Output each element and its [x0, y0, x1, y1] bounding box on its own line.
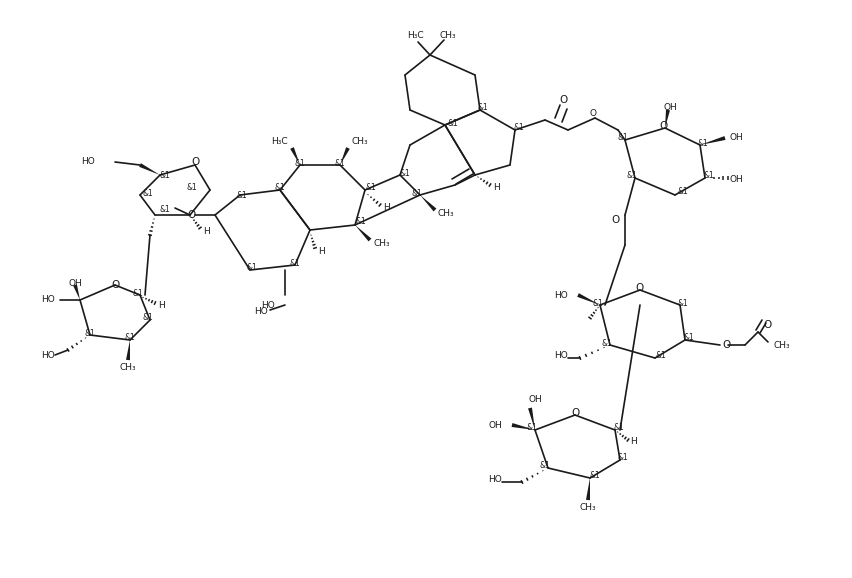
Text: HO: HO	[254, 307, 268, 317]
Text: &1: &1	[618, 454, 629, 462]
Polygon shape	[420, 195, 436, 212]
Text: &1: &1	[142, 188, 153, 198]
Polygon shape	[700, 136, 726, 145]
Text: &1: &1	[678, 298, 688, 307]
Polygon shape	[511, 423, 535, 430]
Text: CH₃: CH₃	[352, 138, 369, 146]
Text: &1: &1	[513, 124, 524, 132]
Text: HO: HO	[41, 350, 55, 360]
Text: OH: OH	[730, 176, 744, 184]
Text: &1: &1	[617, 134, 628, 143]
Text: &1: &1	[477, 103, 487, 113]
Text: &1: &1	[592, 298, 603, 307]
Text: &1: &1	[84, 328, 95, 338]
Text: &1: &1	[295, 158, 305, 168]
Text: &1: &1	[365, 183, 376, 192]
Text: &1: &1	[290, 258, 301, 268]
Text: HO: HO	[81, 157, 95, 166]
Text: &1: &1	[527, 424, 537, 432]
Text: &1: &1	[703, 172, 714, 180]
Text: &1: &1	[124, 334, 135, 343]
Text: H: H	[383, 202, 389, 212]
Text: H: H	[318, 247, 325, 257]
Polygon shape	[73, 284, 80, 300]
Text: H: H	[493, 183, 500, 192]
Text: &1: &1	[355, 217, 366, 227]
Text: &1: &1	[590, 470, 601, 480]
Text: OH: OH	[663, 103, 676, 113]
Polygon shape	[126, 340, 130, 360]
Text: OH: OH	[528, 395, 542, 405]
Text: O: O	[571, 408, 579, 418]
Text: &1: &1	[142, 313, 153, 323]
Text: O: O	[659, 121, 667, 131]
Text: &1: &1	[159, 206, 170, 214]
Text: H: H	[630, 438, 636, 446]
Text: CH₃: CH₃	[440, 31, 457, 39]
Text: &1: &1	[335, 158, 345, 168]
Text: &1: &1	[133, 288, 143, 298]
Polygon shape	[586, 478, 590, 500]
Text: H: H	[158, 302, 164, 310]
Text: O: O	[612, 215, 620, 225]
Text: HO: HO	[262, 301, 275, 309]
Text: &1: &1	[655, 350, 665, 360]
Text: OH: OH	[730, 134, 744, 143]
Text: HO: HO	[555, 350, 568, 360]
Text: O: O	[191, 157, 199, 167]
Text: H₃C: H₃C	[272, 138, 288, 146]
Text: &1: &1	[602, 339, 612, 347]
Text: CH₃: CH₃	[438, 209, 455, 218]
Polygon shape	[340, 147, 350, 165]
Text: &1: &1	[626, 172, 637, 180]
Text: H₃C: H₃C	[406, 31, 423, 39]
Text: O: O	[111, 280, 119, 290]
Text: CH₃: CH₃	[119, 364, 136, 372]
Text: HO: HO	[555, 291, 568, 299]
Text: &1: &1	[447, 118, 458, 128]
Text: &1: &1	[613, 424, 624, 432]
Text: CH₃: CH₃	[374, 239, 390, 249]
Polygon shape	[355, 225, 371, 242]
Text: CH₃: CH₃	[773, 340, 790, 350]
Text: O: O	[559, 95, 567, 105]
Text: &1: &1	[159, 171, 170, 180]
Text: &1: &1	[683, 334, 694, 343]
Polygon shape	[528, 407, 535, 430]
Text: &1: &1	[237, 191, 247, 199]
Text: &1: &1	[246, 264, 257, 272]
Text: O: O	[188, 210, 196, 220]
Polygon shape	[139, 163, 160, 175]
Text: &1: &1	[698, 139, 709, 147]
Text: O: O	[590, 109, 596, 117]
Text: O: O	[722, 340, 730, 350]
Text: &1: &1	[187, 183, 198, 192]
Polygon shape	[291, 147, 300, 165]
Text: HO: HO	[41, 295, 55, 305]
Text: OH: OH	[488, 421, 502, 429]
Text: &1: &1	[539, 461, 550, 470]
Text: &1: &1	[400, 169, 411, 177]
Text: CH₃: CH₃	[579, 503, 596, 513]
Text: OH: OH	[68, 279, 82, 287]
Polygon shape	[665, 110, 670, 128]
Text: O: O	[636, 283, 644, 293]
Text: &1: &1	[412, 188, 422, 198]
Text: &1: &1	[274, 183, 285, 192]
Text: &1: &1	[677, 187, 688, 197]
Polygon shape	[577, 293, 600, 305]
Text: HO: HO	[488, 476, 502, 484]
Text: O: O	[763, 320, 771, 330]
Text: H: H	[203, 228, 210, 236]
